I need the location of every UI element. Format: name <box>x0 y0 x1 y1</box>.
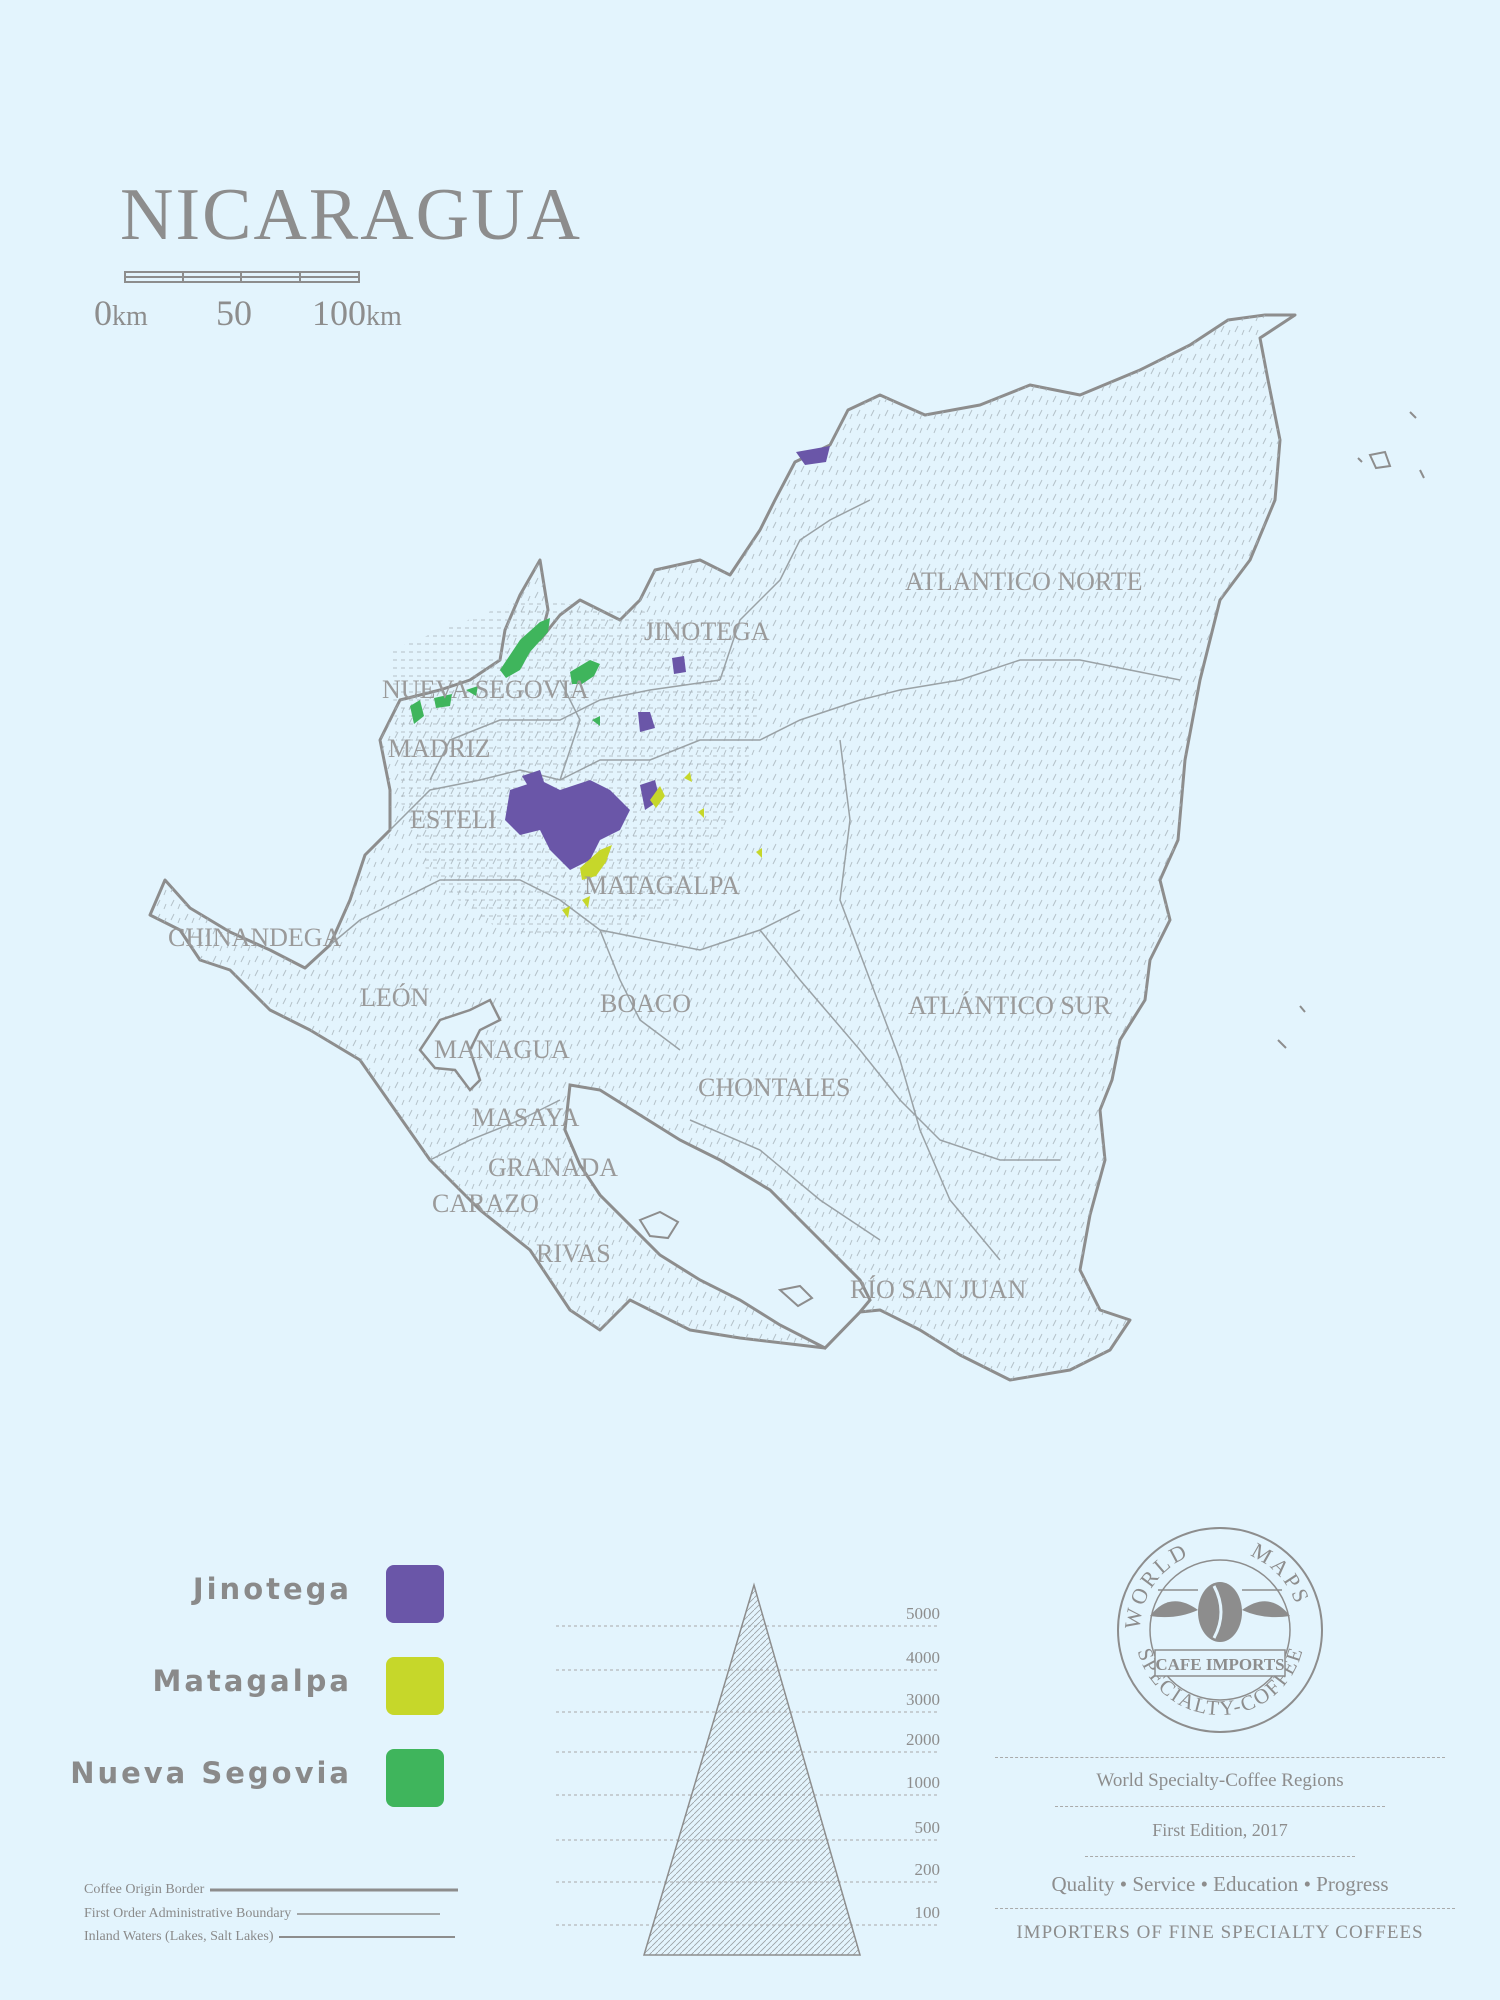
region-label-managua: MANAGUA <box>434 1035 570 1064</box>
info-divider-4 <box>995 1908 1455 1909</box>
region-label-chinandega: CHINANDEGA <box>168 923 342 952</box>
key-admin-boundary: First Order Administrative Boundary <box>84 1906 440 1921</box>
lake-nicaragua <box>563 1083 872 1350</box>
region-label-boaco: BOACO <box>600 989 691 1018</box>
info-series: World Specialty-Coffee Regions <box>1096 1770 1344 1791</box>
map-title: NICARAGUA <box>120 174 582 256</box>
legend-swatch-nueva-segovia <box>386 1749 444 1807</box>
info-tagline: IMPORTERS OF FINE SPECIALTY COFFEES <box>1016 1922 1424 1943</box>
altitude-label-500: 500 <box>914 1818 941 1837</box>
region-label-masaya: MASAYA <box>472 1103 580 1132</box>
region-label-madriz: MADRIZ <box>388 734 491 763</box>
region-label-granada: GRANADA <box>488 1153 618 1182</box>
region-label-atlantico-sur: ATLÁNTICO SUR <box>908 991 1112 1020</box>
coffee-region-nueva-segovia <box>410 618 600 726</box>
info-divider-1 <box>995 1757 1445 1758</box>
region-label-chontales: CHONTALES <box>698 1073 850 1102</box>
legend-label-matagalpa: Matagalpa <box>152 1664 352 1698</box>
cafe-imports-seal-logo: WORLD MAPS SPECIALTY-COFFEE CAFE IMPORTS <box>1117 1527 1323 1733</box>
altitude-label-5000: 5000 <box>906 1604 940 1623</box>
region-label-nueva-segovia: NUEVA SEGOVIA <box>382 675 589 704</box>
altitude-label-200: 200 <box>914 1860 941 1879</box>
region-label-jinotega: JINOTEGA <box>644 617 770 646</box>
region-label-matagalpa: MATAGALPA <box>584 871 740 900</box>
altitude-label-2000: 2000 <box>906 1730 940 1749</box>
altitude-label-1000: 1000 <box>906 1773 940 1792</box>
admin-boundaries <box>329 499 1181 1261</box>
legend-label-nueva-segovia: Nueva Segovia <box>70 1756 352 1790</box>
altitude-label-3000: 3000 <box>906 1690 940 1709</box>
nicaragua-map: ATLANTICO NORTE JINOTEGA NUEVA SEGOVIA M… <box>148 313 1425 1382</box>
info-edition: First Edition, 2017 <box>1152 1820 1288 1840</box>
legend-swatch-jinotega <box>386 1565 444 1623</box>
scale-label-end: 100km <box>312 293 402 333</box>
region-label-rivas: RIVAS <box>536 1239 611 1268</box>
info-divider-2 <box>1055 1806 1385 1807</box>
lake-managua <box>418 998 502 1092</box>
coffee-region-jinotega <box>505 446 830 870</box>
info-divider-3 <box>1085 1856 1355 1857</box>
legend-label-jinotega: Jinotega <box>192 1572 352 1606</box>
scale-bar <box>124 271 360 283</box>
region-label-esteli: ESTELI <box>410 805 497 834</box>
region-label-carazo: CARAZO <box>432 1189 539 1218</box>
region-label-rio-san-juan: RÍO SAN JUAN <box>850 1275 1026 1304</box>
coffee-region-matagalpa <box>562 772 762 918</box>
altitude-chart <box>556 1582 940 1956</box>
altitude-label-4000: 4000 <box>906 1648 940 1667</box>
scale-label-mid: 50 <box>216 293 252 333</box>
svg-text:CAFE IMPORTS: CAFE IMPORTS <box>1155 1655 1284 1674</box>
altitude-triangle <box>642 1582 861 1956</box>
info-values: Quality • Service • Education • Progress <box>1051 1872 1389 1896</box>
scale-label-zero: 0km <box>94 293 148 333</box>
legend-swatch-matagalpa <box>386 1657 444 1715</box>
altitude-label-100: 100 <box>914 1903 941 1922</box>
key-coffee-border: Coffee Origin Border <box>84 1882 458 1897</box>
region-label-atlantico-norte: ATLANTICO NORTE <box>905 567 1142 596</box>
key-inland-waters: Inland Waters (Lakes, Salt Lakes) <box>84 1929 455 1944</box>
region-label-leon: LEÓN <box>360 983 430 1012</box>
